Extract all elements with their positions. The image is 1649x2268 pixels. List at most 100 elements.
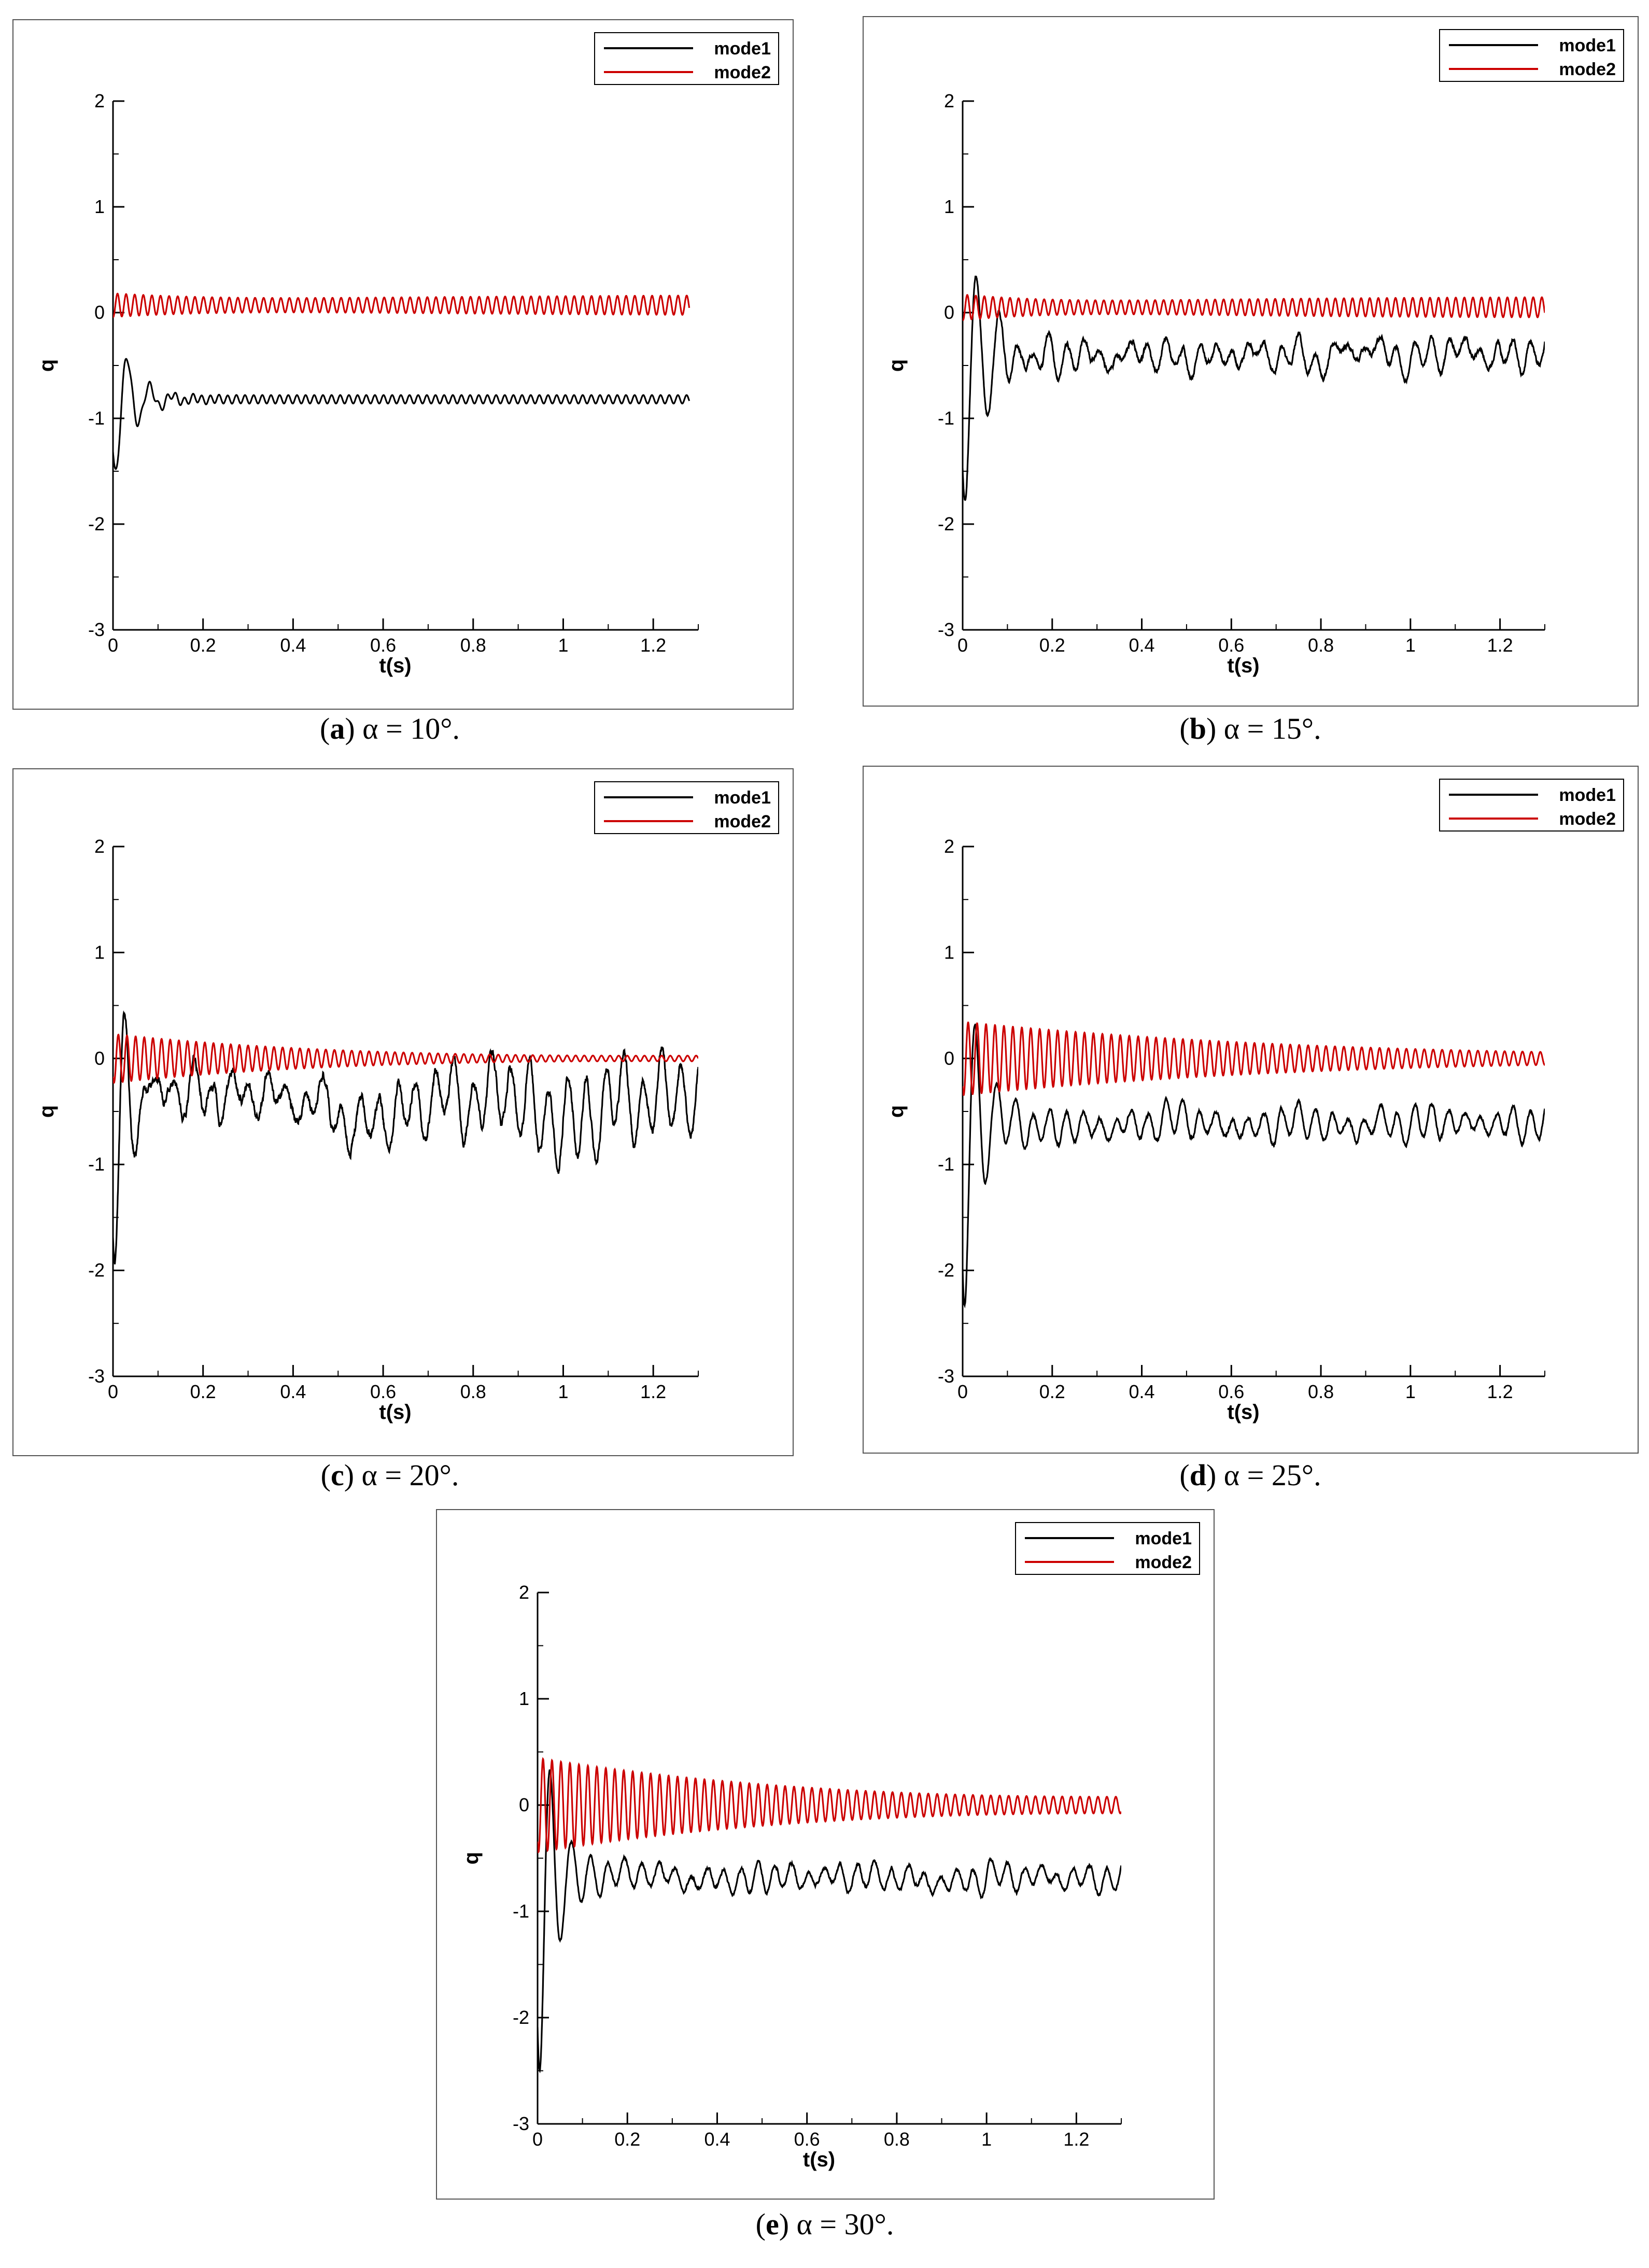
caption-letter: d (1190, 1458, 1206, 1492)
y-tick-label: 1 (94, 196, 105, 217)
y-tick-label: 1 (519, 1688, 529, 1709)
x-tick-label: 0.4 (280, 1381, 306, 1402)
y-tick-label: 2 (94, 90, 105, 111)
x-tick-label: 0.2 (190, 635, 216, 656)
chart-panel-d: 0 0.2 0.4 0.6 0.8 1 1.2-3-2-1012t(s)qmode1mode… (863, 766, 1639, 1492)
y-tick-label: -1 (88, 1153, 105, 1175)
series-line-mode1 (113, 358, 690, 470)
x-tick-label: 0 (108, 635, 118, 656)
x-tick-label: 1.2 (1487, 1381, 1513, 1402)
series-line-mode1 (963, 1023, 1545, 1308)
x-axis-label: t(s) (803, 2148, 835, 2171)
y-axis-label: q (885, 1105, 908, 1118)
chart-panel-b: 0 0.2 0.4 0.6 0.8 1 1.2-3-2-1012t(s)qmode1mode… (863, 16, 1639, 745)
y-tick-label: -1 (88, 407, 105, 429)
x-tick-label: 0.6 (1218, 1381, 1244, 1402)
chart-panel-e: 0 0.2 0.4 0.6 0.8 1 1.2-3-2-1012t(s)qmode1mode… (436, 1509, 1215, 2241)
y-tick-label: -1 (938, 407, 954, 429)
x-tick-label: 0.8 (884, 2129, 910, 2150)
y-axis-label: q (460, 1852, 483, 1864)
x-tick-label: 1.2 (1063, 2129, 1089, 2150)
legend-box (594, 32, 779, 85)
y-axis-label: q (35, 359, 58, 372)
y-tick-label: -2 (513, 2007, 529, 2028)
caption-text: ) α = 15°. (1206, 712, 1321, 745)
legend-box (1439, 779, 1624, 832)
y-tick-label: -1 (938, 1153, 954, 1175)
x-tick-label: 1 (1405, 635, 1416, 656)
panel-caption: (b) α = 15°. (1179, 712, 1321, 745)
series-line-mode2 (963, 1021, 1545, 1096)
caption-paren-open: ( (320, 712, 330, 745)
x-tick-label: 0.6 (370, 635, 396, 656)
legend-label-mode1: mode1 (714, 788, 771, 808)
caption-letter: b (1190, 712, 1206, 745)
y-axis-label: q (885, 359, 908, 372)
series-line-mode1 (113, 1010, 698, 1264)
y-tick-label: -3 (88, 619, 105, 640)
x-tick-label: 0.4 (280, 635, 306, 656)
x-tick-label: 0.6 (1218, 635, 1244, 656)
x-tick-label: 1 (558, 1381, 568, 1402)
x-axis-label: t(s) (379, 1401, 411, 1424)
x-tick-label: 0 (108, 1381, 118, 1402)
legend: mode1 mode2 (1439, 779, 1624, 832)
panel-frame (436, 1509, 1215, 2200)
caption-text: ) α = 10°. (345, 712, 460, 745)
y-tick-label: -3 (938, 619, 954, 640)
y-tick-label: 0 (94, 1048, 105, 1069)
panel-frame (863, 16, 1639, 707)
x-tick-label: 0.2 (614, 2129, 640, 2150)
x-tick-label: 0.6 (370, 1381, 396, 1402)
y-tick-label: 1 (94, 941, 105, 963)
panel-caption: (e) α = 30°. (756, 2207, 894, 2241)
y-tick-label: -3 (513, 2113, 529, 2134)
legend-box (1439, 29, 1624, 82)
y-tick-label: -3 (88, 1365, 105, 1387)
legend-label-mode2: mode2 (1559, 809, 1616, 829)
chart-panel-a: 0 0.2 0.4 0.6 0.8 1 1.2-3-2-1012t(s)qmode1mode… (12, 19, 794, 745)
y-tick-label: 0 (944, 302, 954, 323)
caption-paren-open: ( (1179, 1458, 1189, 1492)
legend-label-mode2: mode2 (1559, 60, 1616, 79)
y-tick-label: 2 (944, 90, 954, 111)
series-line-mode2 (113, 1033, 698, 1084)
panel-frame (12, 19, 794, 710)
y-axis-label: q (35, 1105, 58, 1118)
legend: mode1 mode2 (1439, 29, 1624, 82)
panel-caption: (a) α = 10°. (320, 712, 460, 745)
y-tick-label: 1 (944, 941, 954, 963)
caption-text: ) α = 20°. (344, 1458, 459, 1492)
x-tick-label: 0.2 (190, 1381, 216, 1402)
caption-letter: a (330, 712, 345, 745)
legend-label-mode2: mode2 (714, 812, 771, 832)
x-axis-label: t(s) (1227, 1401, 1259, 1424)
x-tick-label: 0 (957, 1381, 968, 1402)
panel-caption: (d) α = 25°. (1179, 1458, 1321, 1492)
x-tick-label: 0.4 (1129, 635, 1155, 656)
series-line-mode1 (963, 275, 1545, 501)
x-tick-label: 1.2 (1487, 635, 1513, 656)
panel-caption: (c) α = 20°. (321, 1458, 459, 1492)
y-tick-label: -1 (513, 1900, 529, 1922)
caption-text: ) α = 30°. (779, 2207, 894, 2241)
x-tick-label: 0.2 (1039, 635, 1065, 656)
x-axis-label: t(s) (379, 654, 411, 677)
legend-label-mode1: mode1 (1559, 785, 1616, 805)
legend: mode1 mode2 (594, 32, 779, 85)
y-tick-label: 0 (944, 1048, 954, 1069)
x-tick-label: 0.4 (704, 2129, 730, 2150)
caption-text: ) α = 25°. (1206, 1458, 1321, 1492)
y-tick-label: -2 (88, 513, 105, 534)
x-tick-label: 1 (558, 635, 568, 656)
y-tick-label: 2 (519, 1582, 529, 1603)
y-tick-label: 2 (944, 836, 954, 857)
series-line-mode2 (538, 1757, 1121, 1854)
x-tick-label: 0.8 (460, 1381, 486, 1402)
x-tick-label: 0.6 (794, 2129, 820, 2150)
y-tick-label: -2 (938, 1260, 954, 1281)
caption-paren-open: ( (1179, 712, 1189, 745)
y-tick-label: 0 (94, 302, 105, 323)
x-tick-label: 1 (1405, 1381, 1416, 1402)
caption-paren-open: ( (321, 1458, 331, 1492)
